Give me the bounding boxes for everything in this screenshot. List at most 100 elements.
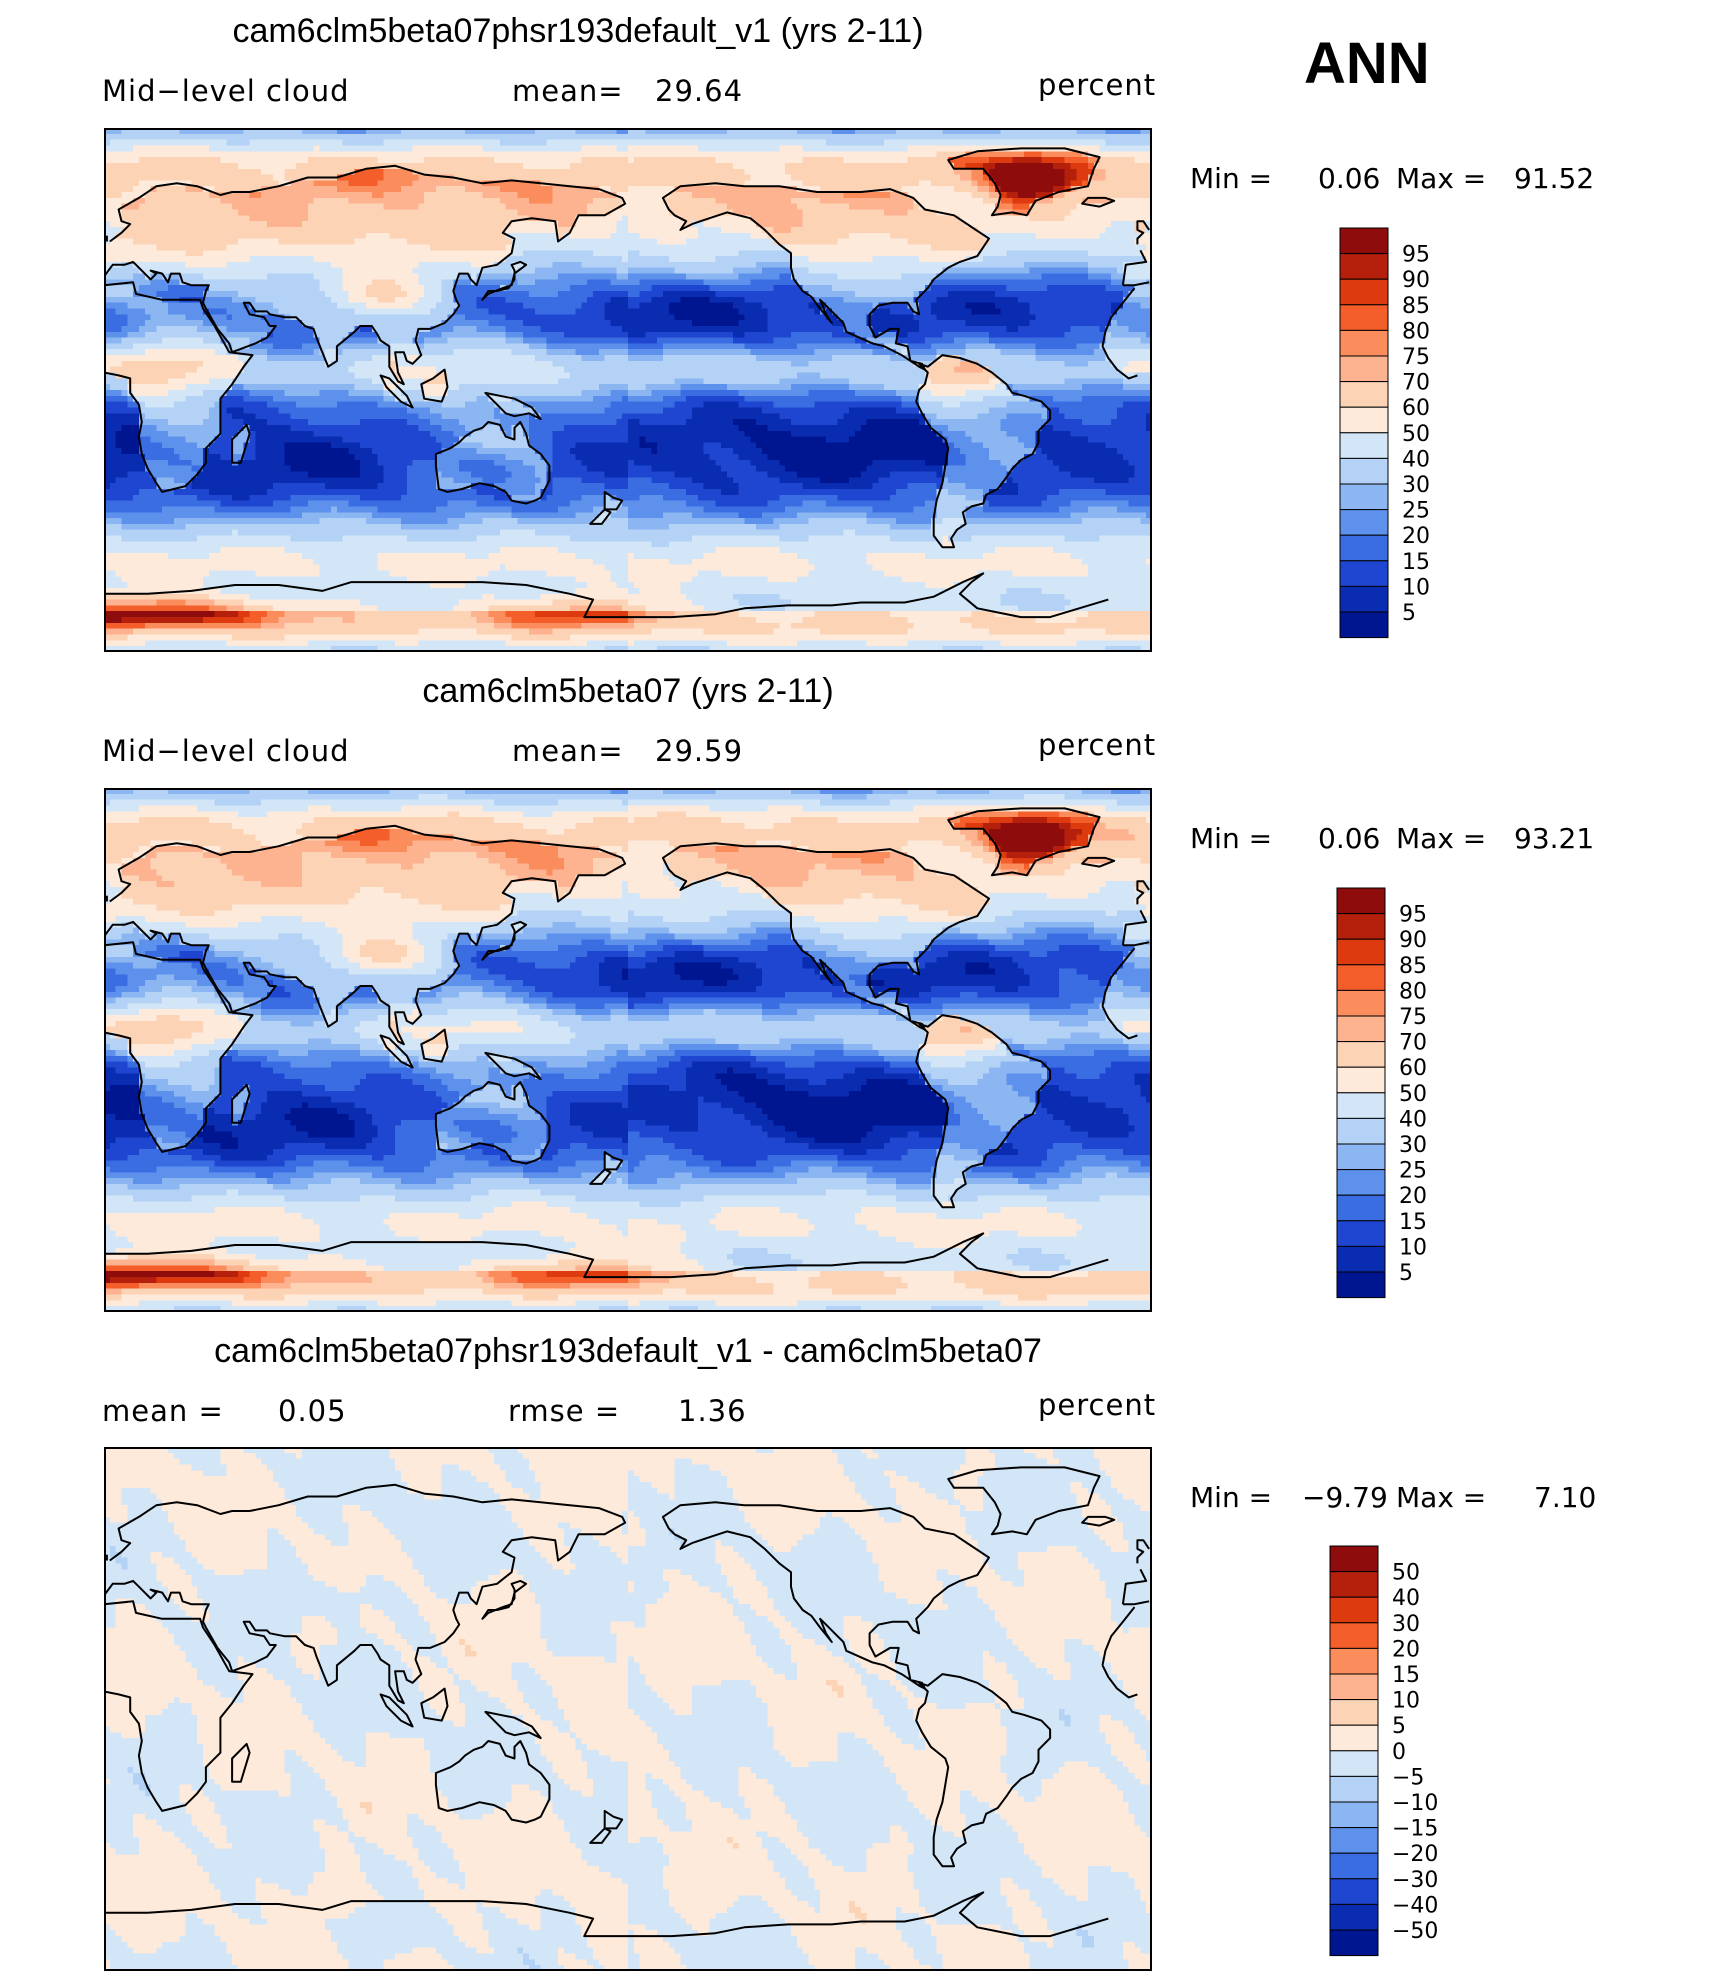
variable-label: Mid−level cloud	[102, 74, 350, 108]
colorbar-swatch	[1329, 1852, 1379, 1880]
max-label: Max =	[1396, 1481, 1486, 1514]
colorbar-swatch	[1339, 406, 1389, 434]
colorbar-tick-label: 15	[1402, 550, 1430, 575]
colorbar-swatch	[1329, 1903, 1379, 1931]
coastlines	[104, 807, 1150, 1279]
colorbar-swatch	[1339, 560, 1389, 587]
colorbar-swatch	[1339, 304, 1389, 331]
colorbar-swatch	[1329, 1724, 1379, 1752]
colorbar-swatch	[1339, 457, 1389, 485]
colorbar-tick-label: 80	[1399, 979, 1427, 1004]
colorbar-swatch	[1329, 1929, 1379, 1957]
colorbar-swatch	[1339, 329, 1389, 357]
colorbar-tick-label: 0	[1392, 1740, 1406, 1765]
colorbar-swatch	[1339, 611, 1389, 639]
colorbar-swatch	[1329, 1775, 1379, 1803]
mean-label: mean=	[512, 734, 624, 768]
colorbar-swatch	[1336, 989, 1386, 1017]
coastlines	[104, 1466, 1150, 1938]
colorbar-tick-label: 10	[1402, 575, 1430, 600]
colorbar-tick-label: −10	[1392, 1791, 1438, 1816]
colorbar-tick-label: 20	[1402, 524, 1430, 549]
panel-title: cam6clm5beta07phsr193default_v1 (yrs 2-1…	[0, 12, 1156, 51]
colorbar-tick-label: 50	[1399, 1082, 1427, 1107]
colorbar-tick-label: 60	[1399, 1056, 1427, 1081]
colorbar-tick-label: −30	[1392, 1868, 1438, 1893]
colorbar-swatch	[1329, 1699, 1379, 1726]
max-label: Max =	[1396, 822, 1486, 855]
colorbar-tick-label: 30	[1399, 1133, 1427, 1158]
colorbar-swatch	[1329, 1622, 1379, 1649]
colorbar-tick-label: 70	[1402, 371, 1430, 396]
rmse-label: rmse =	[508, 1394, 620, 1428]
mean-label: mean =	[102, 1394, 224, 1428]
colorbar-tick-label: 75	[1399, 1005, 1427, 1030]
colorbar-tick-label: 95	[1399, 903, 1427, 928]
colorbar-tick-label: 30	[1392, 1612, 1420, 1637]
colorbar-tick-label: 10	[1392, 1689, 1420, 1714]
colorbar-tick-label: 90	[1402, 268, 1430, 293]
colorbar-swatch	[1339, 355, 1389, 383]
mean-value: 0.05	[278, 1394, 347, 1428]
mean-value: 29.64	[655, 74, 743, 108]
mean-value: 29.59	[655, 734, 743, 768]
colorbar-tick-label: 40	[1402, 447, 1430, 472]
colorbar-tick-label: 5	[1402, 601, 1416, 626]
map-plot	[104, 1447, 1152, 1971]
map-plot	[104, 788, 1152, 1312]
colorbar-tick-label: 60	[1402, 396, 1430, 421]
season-label: ANN	[1304, 30, 1430, 97]
panel-title: cam6clm5beta07phsr193default_v1 - cam6cl…	[0, 1332, 1256, 1371]
colorbar-tick-label: 5	[1399, 1261, 1413, 1286]
colorbar-swatch	[1339, 381, 1389, 408]
colorbar-swatch	[1336, 1245, 1386, 1273]
map-frame	[104, 1447, 1152, 1971]
colorbar-tick-label: 25	[1399, 1159, 1427, 1184]
colorbar-tick-label: −15	[1392, 1817, 1438, 1842]
colorbar-tick-label: 10	[1399, 1235, 1427, 1260]
colorbar-tick-label: 80	[1402, 319, 1430, 344]
max-value: 91.52	[1514, 162, 1594, 195]
units-label: percent	[1038, 68, 1156, 102]
colorbar-tick-label: 15	[1399, 1210, 1427, 1235]
colorbar-tick-label: −20	[1392, 1842, 1438, 1867]
min-value: 0.06	[1318, 822, 1380, 855]
colorbar-swatch	[1336, 1092, 1386, 1119]
colorbar-swatch	[1329, 1801, 1379, 1829]
colorbar-swatch	[1336, 887, 1386, 915]
colorbar-tick-label: 70	[1399, 1031, 1427, 1056]
colorbar-tick-label: −5	[1392, 1765, 1424, 1790]
colorbar-swatch	[1339, 253, 1389, 280]
units-label: percent	[1038, 1388, 1156, 1422]
colorbar-swatch	[1336, 1220, 1386, 1247]
map-frame	[104, 788, 1152, 1312]
contour-field	[104, 788, 1152, 1312]
max-label: Max =	[1396, 162, 1486, 195]
colorbar-tick-label: 50	[1402, 422, 1430, 447]
colorbar-swatch	[1339, 432, 1389, 459]
colorbar-swatch	[1336, 1271, 1386, 1299]
colorbar-swatch	[1339, 227, 1389, 255]
colorbar-swatch	[1329, 1673, 1379, 1701]
rmse-value: 1.36	[678, 1394, 747, 1428]
contour-field	[104, 128, 1152, 652]
min-label: Min =	[1190, 1481, 1272, 1514]
colorbar-tick-label: 95	[1402, 243, 1430, 268]
panel-title: cam6clm5beta07 (yrs 2-11)	[0, 672, 1256, 711]
colorbar-swatch	[1329, 1545, 1379, 1573]
colorbar-swatch	[1336, 1117, 1386, 1145]
colorbar-swatch	[1336, 964, 1386, 991]
variable-label: Mid−level cloud	[102, 734, 350, 768]
colorbar-swatch	[1329, 1647, 1379, 1675]
map-plot	[104, 128, 1152, 652]
colorbar-swatch	[1336, 1015, 1386, 1043]
colorbar-tick-label: 85	[1399, 954, 1427, 979]
colorbar-tick-label: 90	[1399, 928, 1427, 953]
colorbar-swatch	[1336, 1194, 1386, 1222]
mean-label: mean=	[512, 74, 624, 108]
contour-field	[104, 1447, 1152, 1971]
colorbar-tick-label: −50	[1392, 1919, 1438, 1944]
